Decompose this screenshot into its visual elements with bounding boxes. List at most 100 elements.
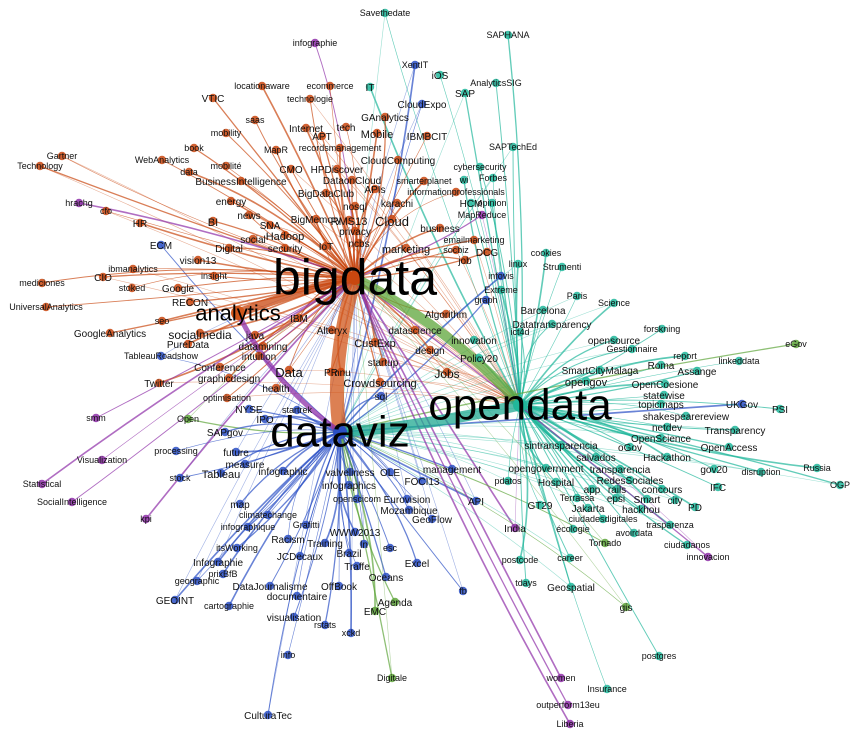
- node-linux[interactable]: [513, 259, 523, 269]
- node-label-mnu[interactable]: mnu: [331, 368, 350, 379]
- node-technology[interactable]: [35, 161, 45, 171]
- node-ecommerce[interactable]: [325, 81, 335, 91]
- node-label-pr[interactable]: PR: [324, 368, 338, 379]
- node-mediciones[interactable]: [37, 278, 47, 288]
- node-savethedate[interactable]: [380, 8, 390, 18]
- hub-node-opendata[interactable]: [513, 398, 527, 412]
- node-cartographie[interactable]: [224, 601, 234, 611]
- node-label-ifc[interactable]: IFC: [710, 483, 726, 494]
- node-label-smarterplanet[interactable]: smarterplanet: [396, 176, 452, 186]
- node-brazil[interactable]: [344, 548, 354, 558]
- node-analyticssig[interactable]: [491, 78, 501, 88]
- node-label-businessintelligence[interactable]: BusinessIntelligence: [195, 177, 287, 188]
- node-label-algorithm[interactable]: Algorithm: [425, 310, 467, 321]
- node-label-it[interactable]: IT: [366, 83, 375, 94]
- node-label-transparency[interactable]: Transparency: [705, 426, 766, 437]
- node-bigdataclub[interactable]: [321, 188, 331, 198]
- node-gestionnaire[interactable]: [627, 344, 637, 354]
- node-label-custexp[interactable]: CustExp: [354, 338, 396, 350]
- node-grafitti[interactable]: [301, 520, 311, 530]
- node-label-hospital[interactable]: Hospital: [538, 478, 574, 489]
- node-cloudcomputing[interactable]: [393, 155, 403, 165]
- node-label-infographics[interactable]: infographics: [322, 481, 376, 492]
- node-mobile[interactable]: [372, 128, 382, 138]
- node-label-socbiz[interactable]: socbiz: [443, 245, 469, 255]
- node-label-innovacion[interactable]: innovacion: [686, 552, 729, 562]
- node-tdays[interactable]: [521, 578, 531, 588]
- node-label-saphana[interactable]: SAPHANA: [486, 30, 529, 40]
- node-label-marketing[interactable]: marketing: [382, 244, 430, 256]
- node-india[interactable]: [510, 523, 520, 533]
- node-label-ict4d[interactable]: ict4d: [510, 327, 529, 337]
- node-label-geoflow[interactable]: GeoFlow: [412, 515, 453, 526]
- node-label-cio[interactable]: CIO: [94, 273, 112, 284]
- node-label-salvados[interactable]: salvados: [576, 453, 615, 464]
- node-label-ciudadanos[interactable]: ciudadanos: [664, 540, 711, 550]
- node-sap[interactable]: [460, 88, 470, 98]
- node-label-info[interactable]: info: [281, 650, 296, 660]
- node-label-assange[interactable]: Assange: [678, 367, 717, 378]
- node-label-oceans[interactable]: Oceans: [369, 573, 403, 584]
- node-energy[interactable]: [226, 196, 236, 206]
- node-city[interactable]: [670, 495, 680, 505]
- node-pd[interactable]: [690, 502, 700, 512]
- node-tornado[interactable]: [600, 538, 610, 548]
- node-alteryx[interactable]: [327, 325, 337, 335]
- node-cio[interactable]: [98, 272, 108, 282]
- node-cloud[interactable]: [387, 214, 397, 224]
- node-label-graphicdesign[interactable]: graphicdesign: [198, 374, 260, 385]
- node-label-google[interactable]: Google: [162, 284, 195, 295]
- node-gt29[interactable]: [535, 500, 545, 510]
- node-concours[interactable]: [657, 484, 667, 494]
- hub-label-opendata[interactable]: opendata: [428, 381, 612, 430]
- node-label-sapteched[interactable]: SAPTechEd: [489, 142, 537, 152]
- node-label-openscience[interactable]: OpenScience: [631, 434, 691, 445]
- node-label-gt29[interactable]: GT29: [527, 501, 552, 512]
- node-label-eurovision[interactable]: Eurovision: [384, 495, 431, 506]
- node-label-news[interactable]: news: [237, 211, 260, 222]
- node-label-sna[interactable]: SNA: [260, 221, 281, 232]
- node-mozambique[interactable]: [404, 505, 414, 515]
- node-privacy[interactable]: [350, 226, 360, 236]
- node-nyse[interactable]: [244, 404, 254, 414]
- node-label-crowdsourcing[interactable]: Crowdsourcing: [343, 378, 416, 390]
- node-valveliness[interactable]: [345, 467, 355, 477]
- node-recordsmanagement[interactable]: [335, 143, 345, 153]
- node-cookies[interactable]: [541, 248, 551, 258]
- node-statewise[interactable]: [659, 390, 669, 400]
- node-label-terrassa[interactable]: Terrassa: [560, 493, 595, 503]
- node-cologie[interactable]: [568, 524, 578, 534]
- node-vtic[interactable]: [208, 93, 218, 103]
- node-label-concours[interactable]: concours: [642, 485, 683, 496]
- node-emailmarketing[interactable]: [469, 235, 479, 245]
- node-label-hrachg[interactable]: hrachg: [65, 198, 93, 208]
- node-label-dcg[interactable]: DCG: [476, 248, 498, 259]
- node-label-cloudcomputing[interactable]: CloudComputing: [361, 156, 436, 167]
- node-label-psi[interactable]: PSI: [772, 405, 788, 416]
- node-label-openaccess[interactable]: OpenAccess: [701, 443, 758, 454]
- node-prixbfb[interactable]: [218, 569, 228, 579]
- node-label-apt[interactable]: APT: [312, 132, 331, 143]
- node-terrassa[interactable]: [572, 493, 582, 503]
- node-datatransparency[interactable]: [547, 319, 557, 329]
- node-cmo[interactable]: [286, 164, 296, 174]
- node-label-tech[interactable]: tech: [337, 123, 356, 134]
- node-sapteched[interactable]: [508, 142, 518, 152]
- node-measure[interactable]: [240, 459, 250, 469]
- node-algorithm[interactable]: [441, 309, 451, 319]
- node-locationaware[interactable]: [257, 81, 267, 91]
- node-label-mozambique[interactable]: Mozambique: [380, 506, 438, 517]
- node-datascience[interactable]: [410, 325, 420, 335]
- node-label-tdays[interactable]: tdays: [515, 578, 537, 588]
- node-label-tableau[interactable]: Tableau: [202, 469, 241, 481]
- node-api[interactable]: [471, 496, 481, 506]
- node-socialintelligence[interactable]: [67, 497, 77, 507]
- node-hackathon[interactable]: [662, 452, 672, 462]
- node-label-cfo[interactable]: cfo: [100, 206, 112, 216]
- node-ln[interactable]: [359, 539, 369, 549]
- node-label-gov20[interactable]: gov20: [700, 465, 728, 476]
- node-label-jobs[interactable]: Jobs: [434, 367, 459, 381]
- node-label-rails[interactable]: rails: [608, 485, 626, 496]
- node-label-health[interactable]: health: [262, 384, 289, 395]
- node-opensource[interactable]: [609, 335, 619, 345]
